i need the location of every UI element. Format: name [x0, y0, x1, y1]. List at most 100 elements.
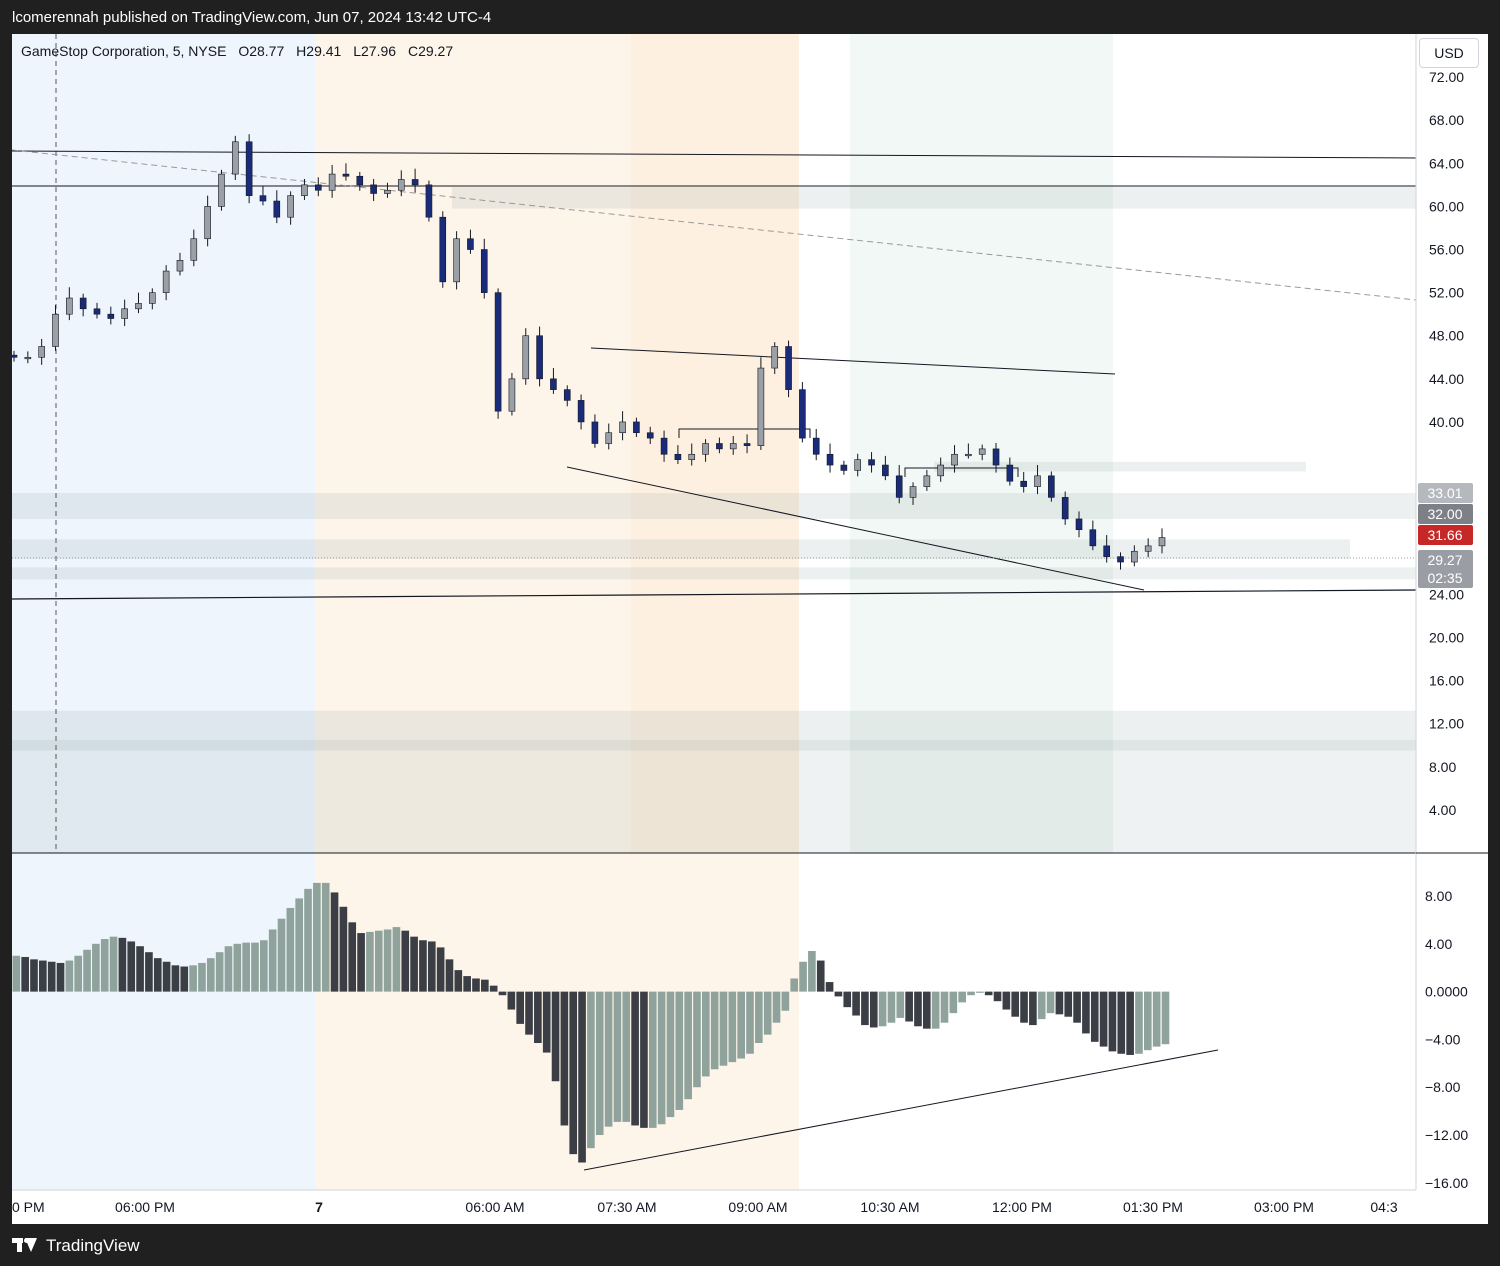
- candle-body: [854, 459, 862, 471]
- histogram-axis[interactable]: 8.00 4.00 0.0000 −4.00 −8.00 −12.00 −16.00: [1425, 888, 1468, 1191]
- price-tick-label: 40.00: [1429, 414, 1464, 430]
- chart-canvas[interactable]: 72.00 68.00 64.00 60.00 56.00 52.00 48.00 44.00…: [12, 34, 1488, 1224]
- zone-band: [12, 539, 1350, 559]
- candle-body: [909, 486, 917, 498]
- candle-body: [729, 443, 737, 450]
- price-badge-label: 33.01: [1427, 485, 1462, 501]
- histogram-bar: [100, 939, 109, 992]
- histogram-bar: [675, 991, 684, 1110]
- histogram-bar: [587, 991, 595, 1149]
- histogram-bar: [737, 991, 745, 1059]
- histogram-bar: [534, 991, 542, 1044]
- histogram-bar: [233, 943, 242, 992]
- histogram-divergence-line: [583, 1049, 1219, 1171]
- time-tick-label: 06:00 PM: [115, 1199, 175, 1215]
- symbol-legend[interactable]: GameStop Corporation, 5, NYSE O28.77 H29…: [21, 43, 453, 59]
- candle-body: [1158, 537, 1166, 547]
- candle-body: [176, 260, 184, 272]
- histogram-bar: [65, 960, 74, 992]
- histogram-bar: [878, 991, 887, 1027]
- price-tick-label: 20.00: [1429, 629, 1464, 645]
- price-axis-bg: [1417, 34, 1488, 1190]
- ohlc-l-value: 27.96: [361, 43, 396, 59]
- price-tick-label: 12.00: [1429, 716, 1464, 732]
- histogram-bar: [825, 982, 834, 992]
- candle-body: [923, 475, 931, 487]
- candle-body: [245, 141, 253, 196]
- time-tick-label: 10:30 AM: [860, 1199, 919, 1215]
- candle-body: [1034, 475, 1041, 487]
- candle-body: [439, 216, 447, 283]
- candle-body: [467, 238, 474, 250]
- chart-frame[interactable]: 72.00 68.00 64.00 60.00 56.00 52.00 48.00 44.00…: [12, 34, 1488, 1224]
- histogram-bar: [419, 940, 427, 992]
- histogram-bar: [374, 930, 383, 992]
- histogram-bar: [887, 991, 896, 1023]
- histogram-bar: [984, 991, 993, 996]
- histogram-bar: [967, 991, 975, 996]
- price-axis[interactable]: 72.00 68.00 64.00 60.00 56.00 52.00 48.00 44.00…: [1429, 69, 1464, 818]
- histogram-tick-label: −12.00: [1425, 1127, 1468, 1143]
- histogram-bar: [1011, 991, 1020, 1017]
- histogram-bar: [940, 991, 949, 1023]
- histogram-bar: [772, 991, 781, 1023]
- zone-band: [12, 567, 1416, 580]
- axis-clip: [1412, 1194, 1416, 1222]
- histogram-bar: [861, 991, 869, 1026]
- histogram-bar: [153, 958, 162, 992]
- histogram-bar: [21, 956, 29, 992]
- candle-body: [356, 175, 364, 186]
- histogram-bar: [348, 922, 357, 992]
- candle-body: [522, 335, 530, 380]
- price-badges: 33.01 32.00 31.66 29.27 02:35: [1418, 483, 1473, 588]
- candle-body: [162, 270, 170, 293]
- histogram-bar: [710, 991, 719, 1070]
- candle-body: [370, 184, 377, 194]
- price-tick-label: 60.00: [1429, 198, 1464, 214]
- histogram-bar: [834, 991, 843, 997]
- histogram-bar: [578, 991, 586, 1163]
- candle-body: [1131, 550, 1138, 563]
- histogram-bar: [1002, 991, 1011, 1010]
- histogram-bar: [56, 962, 65, 992]
- histogram-bar: [631, 991, 639, 1126]
- histogram-bar: [277, 918, 286, 992]
- candle-body: [218, 173, 225, 207]
- time-tick-label: 09:00 AM: [728, 1199, 787, 1215]
- histogram-bar: [1117, 991, 1126, 1054]
- candle-body: [785, 346, 792, 390]
- histogram-bar: [1099, 991, 1108, 1047]
- histogram-tick-label: 4.00: [1425, 936, 1452, 952]
- candle-body: [397, 179, 405, 191]
- zone-band: [452, 187, 1416, 209]
- currency-button[interactable]: USD: [1419, 38, 1479, 68]
- histogram-bar: [463, 976, 471, 992]
- time-tick-label: 0 PM: [12, 1199, 45, 1215]
- histogram-bar: [127, 941, 136, 992]
- histogram-bar: [383, 929, 392, 992]
- candle-body: [384, 189, 391, 194]
- histogram-bar: [92, 943, 100, 992]
- histogram-bar: [1090, 991, 1099, 1042]
- candle-body: [149, 292, 156, 304]
- histogram-bar: [295, 898, 304, 992]
- histogram-bar: [790, 978, 799, 992]
- candle-body: [411, 179, 419, 186]
- histogram-bar: [454, 970, 463, 992]
- tradingview-logo[interactable]: TradingView: [12, 1236, 140, 1256]
- range-box-1: [678, 428, 811, 438]
- histogram-bar: [648, 991, 657, 1128]
- time-tick-label: 06:00 AM: [465, 1199, 524, 1215]
- candle-body: [799, 389, 806, 439]
- histogram-bar: [1029, 991, 1037, 1026]
- histogram-bar: [12, 955, 21, 992]
- ohlc-c-value: 29.27: [418, 43, 453, 59]
- candle-body: [550, 378, 557, 390]
- histogram-bar: [896, 991, 905, 1018]
- ohlc-o-value: 28.77: [249, 43, 284, 59]
- histogram-bar: [1073, 991, 1081, 1023]
- zone-evening: [12, 34, 315, 1190]
- time-axis[interactable]: 0 PM 06:00 PM 7 06:00 AM 07:30 AM 09:00 AM 10:…: [12, 1194, 1416, 1222]
- histogram-bar: [1108, 991, 1117, 1052]
- candle-body: [342, 173, 350, 177]
